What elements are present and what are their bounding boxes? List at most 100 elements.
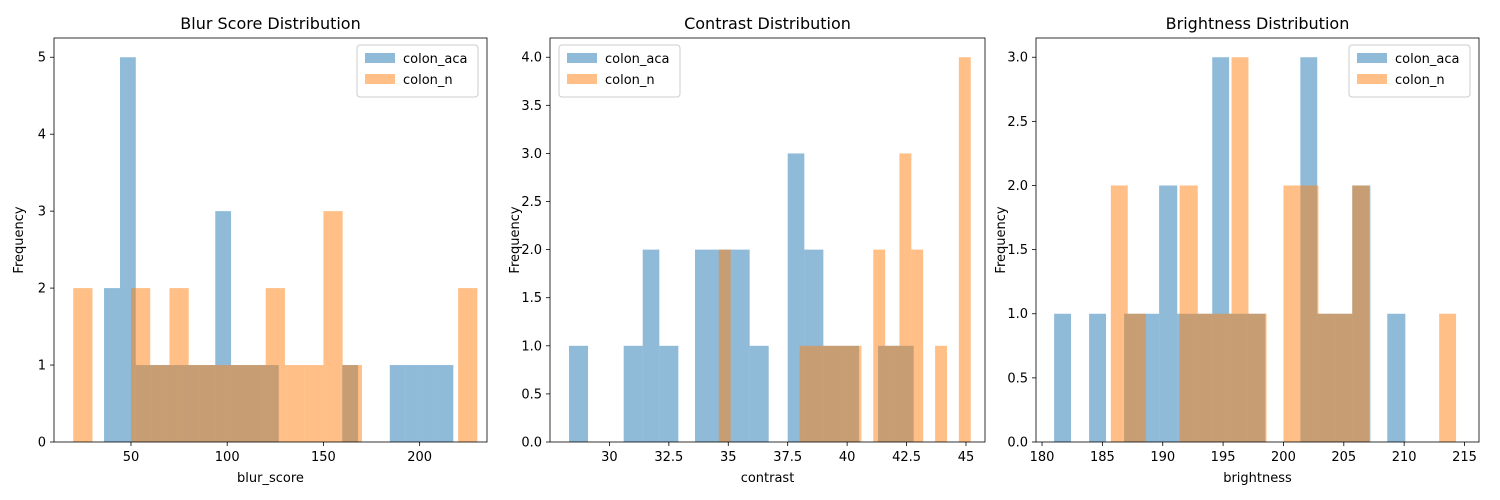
x-tick-label: 185 <box>1090 450 1115 465</box>
y-tick-label: 0.5 <box>521 387 542 402</box>
histogram-bar-colon-n <box>718 249 731 442</box>
histogram-bar-colon-n <box>911 249 924 442</box>
histogram-bar-colon-n <box>958 57 971 443</box>
histogram-bar-colon-n <box>342 365 362 442</box>
legend-label: colon_aca <box>1395 52 1460 67</box>
x-tick-label: 190 <box>1150 450 1175 465</box>
chart-title: Contrast Distribution <box>684 14 851 33</box>
histogram-bar-colon-n <box>1335 313 1353 442</box>
y-tick-label: 4 <box>38 128 46 143</box>
x-tick-label: 200 <box>407 450 432 465</box>
histogram-bar-colon-n <box>265 288 285 442</box>
histogram-bar-colon-aca <box>389 365 406 442</box>
y-tick-label: 2.0 <box>1007 179 1028 194</box>
legend-label: colon_n <box>403 73 453 88</box>
x-tick-label: 205 <box>1331 450 1356 465</box>
histogram-bar-colon-aca <box>695 249 715 442</box>
y-tick-label: 1.5 <box>521 291 542 306</box>
histogram-bar-colon-n <box>73 288 93 442</box>
x-tick-label: 200 <box>1271 450 1296 465</box>
histogram-bar-colon-aca <box>104 288 121 442</box>
histogram-bar-colon-n <box>1300 185 1319 443</box>
x-tick-label: 215 <box>1452 450 1477 465</box>
legend-label: colon_n <box>1395 73 1445 88</box>
y-tick-label: 5 <box>38 51 46 66</box>
histogram-bar-colon-aca <box>623 345 643 442</box>
histogram-bar-colon-n <box>1179 185 1198 443</box>
histogram-bar-colon-n <box>799 345 814 442</box>
y-axis-label: Frequency <box>994 206 1009 273</box>
y-tick-label: 1.5 <box>1007 243 1028 258</box>
legend: colon_aca colon_n <box>558 44 681 98</box>
x-axis-label: contrast <box>741 471 795 486</box>
y-tick-label: 4.0 <box>521 51 542 66</box>
y-tick-label: 2.5 <box>521 195 542 210</box>
y-tick-label: 3.0 <box>521 147 542 162</box>
histogram-bar-colon-aca <box>659 345 679 442</box>
y-tick-label: 2.0 <box>521 243 542 258</box>
y-tick-label: 3.5 <box>521 99 542 114</box>
histogram-bar-colon-n <box>825 345 838 442</box>
x-tick-label: 32.5 <box>654 450 683 465</box>
y-tick-label: 0.0 <box>1007 436 1028 451</box>
histogram-bar-colon-n <box>1231 57 1249 443</box>
histogram-bar-colon-n <box>207 365 228 442</box>
legend-swatch <box>365 53 395 63</box>
legend-swatch <box>1357 53 1387 63</box>
legend: colon_aca colon_n <box>1348 44 1471 98</box>
chart-panel-1: 50 100 150 200 0 1 2 3 4 5 Blur Score Distribution… <box>12 14 488 486</box>
histogram-bar-colon-n <box>1318 313 1336 442</box>
histogram-bar-colon-n <box>885 345 900 442</box>
x-tick-label: 30 <box>601 450 618 465</box>
histogram-bar-colon-n <box>246 365 266 442</box>
x-tick-label: 37.5 <box>773 450 802 465</box>
x-tick-label: 42.5 <box>892 450 921 465</box>
y-axis-label: Frequency <box>508 206 523 273</box>
x-tick-label: 150 <box>311 450 336 465</box>
x-tick-label: 40 <box>839 450 856 465</box>
histogram-bar-colon-aca <box>569 345 589 442</box>
histogram-bar-colon-n <box>188 365 208 442</box>
histogram-bar-colon-aca <box>1089 313 1107 442</box>
histogram-bar-colon-n <box>1127 313 1146 442</box>
histogram-bar-colon-n <box>1439 313 1457 442</box>
histogram-bar-colon-n <box>458 288 478 442</box>
histogram-bar-colon-n <box>323 211 343 442</box>
legend: colon_aca colon_n <box>356 44 479 98</box>
x-tick-label: 180 <box>1030 450 1055 465</box>
histogram-bar-colon-aca <box>642 249 660 442</box>
legend-label: colon_aca <box>403 52 468 67</box>
legend-swatch <box>567 74 597 84</box>
histogram-bar-colon-aca <box>1054 313 1072 442</box>
chart-title: Blur Score Distribution <box>180 14 360 33</box>
chart-title: Brightness Distribution <box>1166 14 1350 33</box>
y-tick-label: 2 <box>38 282 46 297</box>
legend-swatch <box>1357 74 1387 84</box>
histogram-bar-colon-n <box>849 345 862 442</box>
x-axis-label: blur_score <box>237 471 304 486</box>
histogram-bar-colon-n <box>1197 313 1215 442</box>
histogram-bar-colon-n <box>873 249 886 442</box>
histogram-bar-colon-aca <box>1159 185 1178 443</box>
histogram-bar-colon-aca <box>437 365 454 442</box>
legend-swatch <box>365 74 395 84</box>
histogram-bar-colon-n <box>813 345 826 442</box>
histogram-bar-colon-n <box>169 288 189 442</box>
histogram-bar-colon-aca <box>1142 313 1160 442</box>
histogram-bar-colon-n <box>150 365 170 442</box>
histogram-bar-colon-n <box>837 345 850 442</box>
histogram-bar-colon-n <box>130 288 151 442</box>
axes-frame <box>1035 37 1480 443</box>
histogram-bar-colon-n <box>284 365 305 442</box>
x-tick-label: 195 <box>1211 450 1236 465</box>
y-tick-label: 2.5 <box>1007 115 1028 130</box>
histogram-bar-colon-aca <box>1387 313 1406 442</box>
histogram-bar-colon-n <box>1214 313 1232 442</box>
legend-label: colon_n <box>605 73 655 88</box>
y-tick-label: 1.0 <box>1007 307 1028 322</box>
y-tick-label: 3.0 <box>1007 51 1028 66</box>
x-tick-label: 100 <box>215 450 240 465</box>
histogram-bar-colon-n <box>899 153 912 442</box>
x-tick-label: 210 <box>1392 450 1417 465</box>
